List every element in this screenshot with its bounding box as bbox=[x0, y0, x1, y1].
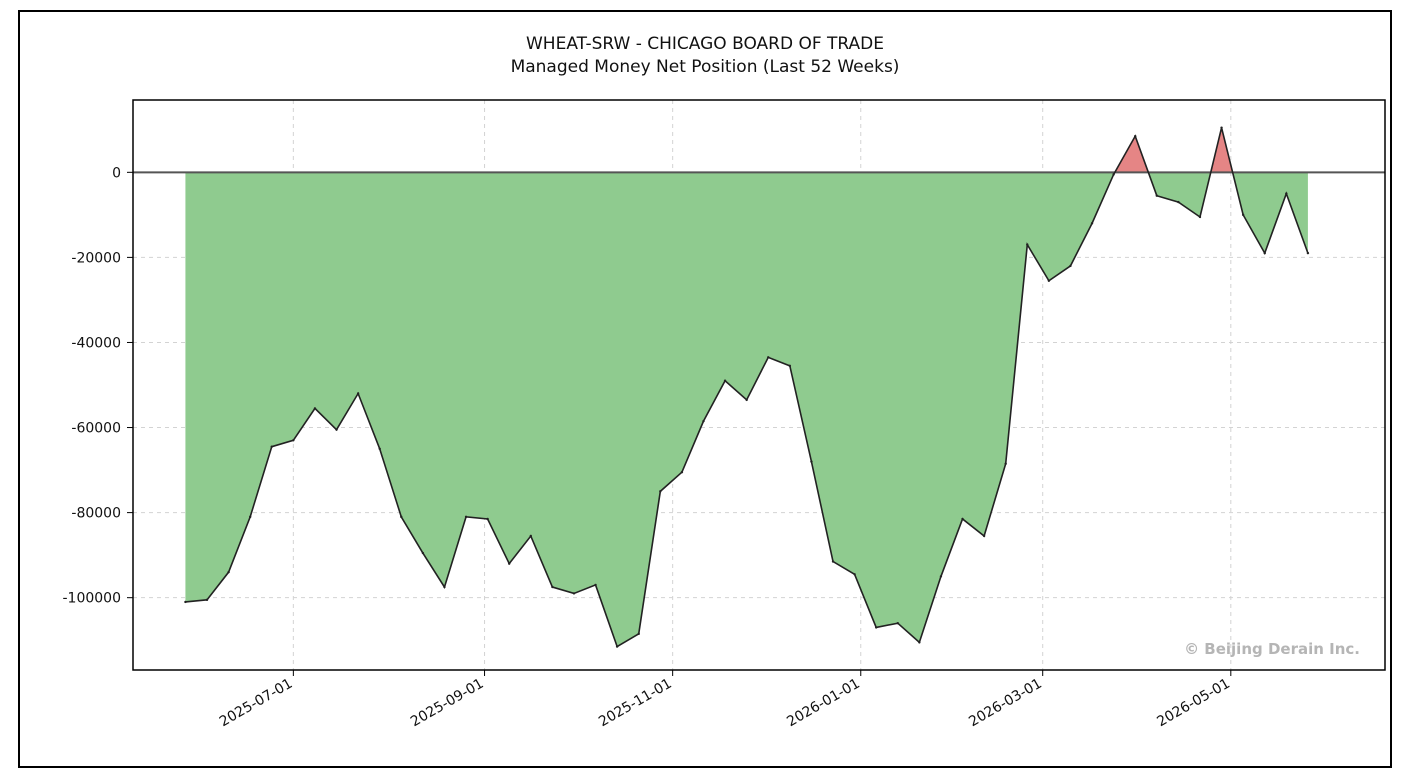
data-point bbox=[443, 585, 446, 589]
data-point bbox=[184, 600, 187, 604]
data-point bbox=[788, 364, 792, 368]
y-tick-label: 0 bbox=[112, 165, 121, 181]
data-point bbox=[227, 570, 230, 574]
data-point bbox=[1112, 173, 1115, 176]
data-point bbox=[313, 407, 317, 410]
data-point bbox=[508, 562, 511, 565]
data-point bbox=[831, 560, 835, 563]
data-point bbox=[1134, 134, 1137, 138]
data-point bbox=[356, 392, 360, 395]
data-point bbox=[486, 517, 489, 521]
data-point bbox=[1263, 251, 1266, 255]
x-tick-label: 2025-07-01 bbox=[217, 676, 295, 731]
negative-area bbox=[185, 172, 1115, 647]
data-point bbox=[637, 632, 640, 636]
data-point bbox=[702, 419, 705, 423]
data-point bbox=[421, 551, 425, 555]
data-point bbox=[572, 592, 576, 595]
data-point bbox=[1090, 222, 1094, 225]
data-point bbox=[615, 645, 619, 648]
data-point bbox=[464, 515, 468, 519]
data-point bbox=[1069, 264, 1072, 268]
watermark: © Beijing Derain Inc. bbox=[1184, 640, 1360, 658]
x-tick-label: 2025-11-01 bbox=[596, 676, 674, 731]
data-point bbox=[270, 445, 273, 448]
x-tick-label: 2025-09-01 bbox=[408, 676, 486, 731]
data-point bbox=[1177, 200, 1180, 204]
data-point bbox=[874, 626, 878, 629]
data-point bbox=[1220, 126, 1223, 129]
data-point bbox=[853, 573, 856, 576]
data-point bbox=[1285, 192, 1288, 195]
data-point bbox=[1241, 213, 1245, 217]
data-point bbox=[529, 534, 533, 538]
data-point bbox=[939, 575, 943, 578]
data-point bbox=[248, 515, 252, 519]
y-tick-label: -40000 bbox=[71, 335, 121, 351]
data-point bbox=[1155, 194, 1159, 197]
data-point bbox=[982, 534, 986, 538]
data-point bbox=[378, 447, 381, 451]
positive-area bbox=[1114, 136, 1149, 173]
x-tick-label: 2026-05-01 bbox=[1154, 676, 1232, 731]
data-point bbox=[1026, 243, 1029, 246]
data-point bbox=[896, 622, 899, 625]
data-point bbox=[205, 598, 209, 602]
data-point bbox=[767, 356, 770, 359]
positive-area bbox=[1210, 127, 1233, 173]
data-point bbox=[292, 439, 295, 442]
y-tick-label: -60000 bbox=[71, 421, 121, 437]
data-point bbox=[961, 517, 964, 521]
negative-area bbox=[1148, 172, 1211, 217]
x-tick-label: 2026-01-01 bbox=[784, 676, 862, 731]
data-point bbox=[745, 398, 748, 402]
y-tick-label: -20000 bbox=[71, 250, 121, 266]
plot-border bbox=[132, 99, 1386, 671]
data-point bbox=[810, 460, 813, 463]
data-point bbox=[918, 641, 921, 644]
data-point bbox=[1198, 215, 1202, 219]
data-point bbox=[659, 490, 662, 493]
data-point bbox=[1306, 251, 1310, 255]
x-tick-label: 2026-03-01 bbox=[966, 676, 1044, 731]
y-tick-label: -100000 bbox=[63, 591, 122, 607]
data-point bbox=[723, 379, 727, 382]
data-point bbox=[1047, 279, 1051, 282]
data-point bbox=[335, 428, 338, 431]
negative-area bbox=[1232, 172, 1308, 254]
data-point bbox=[400, 515, 403, 519]
data-point bbox=[594, 583, 597, 587]
data-point bbox=[1004, 462, 1007, 465]
data-point bbox=[551, 585, 554, 589]
y-tick-label: -80000 bbox=[71, 506, 121, 522]
chart-subtitle: Managed Money Net Position (Last 52 Week… bbox=[510, 57, 900, 77]
chart-title: WHEAT-SRW - CHICAGO BOARD OF TRADE bbox=[525, 34, 884, 54]
data-point bbox=[680, 471, 684, 474]
